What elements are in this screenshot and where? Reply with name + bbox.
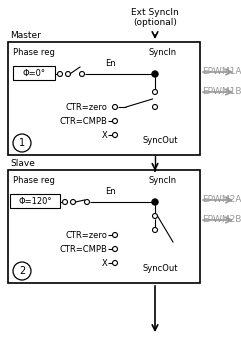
Circle shape <box>58 71 62 76</box>
Circle shape <box>71 200 75 204</box>
Text: Φ=120°: Φ=120° <box>18 198 52 206</box>
Text: Master: Master <box>10 31 41 40</box>
Text: Φ=0°: Φ=0° <box>22 69 46 79</box>
Circle shape <box>153 214 158 219</box>
Text: EPWM2A: EPWM2A <box>202 195 241 204</box>
Bar <box>10 194 60 208</box>
Circle shape <box>152 199 158 205</box>
Circle shape <box>153 89 158 95</box>
Text: CTR=CMPB: CTR=CMPB <box>59 117 107 125</box>
Text: 1: 1 <box>19 138 25 148</box>
Circle shape <box>85 200 89 204</box>
Circle shape <box>113 260 118 266</box>
Text: Phase reg: Phase reg <box>13 176 55 185</box>
Text: CTR=zero: CTR=zero <box>65 102 107 112</box>
Bar <box>13 66 55 80</box>
Text: 2: 2 <box>19 266 25 276</box>
Text: EPWM1A: EPWM1A <box>202 68 241 76</box>
Text: En: En <box>105 59 115 68</box>
Circle shape <box>80 71 85 76</box>
Text: EPWM1B: EPWM1B <box>202 87 241 97</box>
Text: Slave: Slave <box>10 159 35 168</box>
Text: En: En <box>105 187 115 196</box>
Circle shape <box>113 246 118 252</box>
Text: Ext SyncIn
(optional): Ext SyncIn (optional) <box>131 8 179 28</box>
Bar <box>8 42 200 155</box>
Text: Phase reg: Phase reg <box>13 48 55 57</box>
Text: EPWM2B: EPWM2B <box>202 216 241 224</box>
Text: SyncOut: SyncOut <box>142 136 178 145</box>
Bar <box>8 170 200 283</box>
Circle shape <box>153 227 158 233</box>
Circle shape <box>66 71 71 76</box>
Text: CTR=CMPB: CTR=CMPB <box>59 244 107 254</box>
Text: X: X <box>101 258 107 268</box>
Circle shape <box>153 104 158 109</box>
Text: SyncOut: SyncOut <box>142 264 178 273</box>
Text: X: X <box>101 131 107 139</box>
Text: CTR=zero: CTR=zero <box>65 231 107 239</box>
Circle shape <box>113 119 118 123</box>
Circle shape <box>62 200 67 204</box>
Circle shape <box>113 233 118 238</box>
Circle shape <box>113 133 118 137</box>
Circle shape <box>113 104 118 109</box>
Text: SyncIn: SyncIn <box>149 48 177 57</box>
Circle shape <box>152 71 158 77</box>
Text: SyncIn: SyncIn <box>149 176 177 185</box>
